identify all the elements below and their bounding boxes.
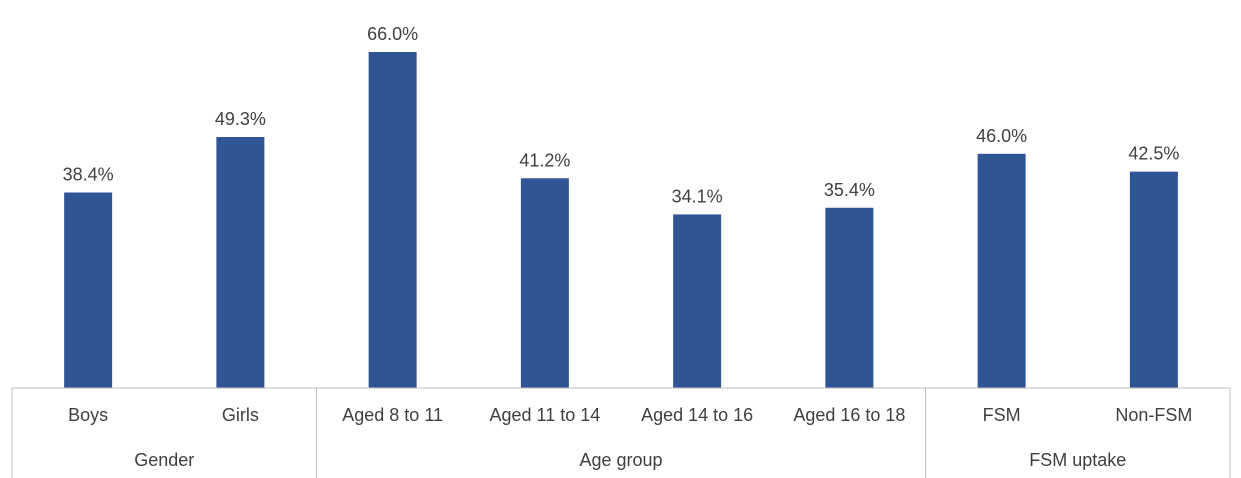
group-label: Age group (579, 450, 662, 470)
data-label: 35.4% (824, 180, 875, 200)
bar (825, 207, 874, 388)
data-label: 34.1% (672, 186, 723, 206)
data-label: 41.2% (519, 150, 570, 170)
bar (673, 214, 722, 388)
category-label: Non-FSM (1115, 405, 1192, 425)
bar (368, 52, 417, 388)
data-label: 38.4% (63, 165, 114, 185)
data-label: 49.3% (215, 109, 266, 129)
data-label: 66.0% (367, 24, 418, 44)
category-label: Aged 8 to 11 (342, 405, 443, 425)
category-label: FSM (983, 405, 1021, 425)
bar (216, 137, 265, 388)
group-label: FSM uptake (1029, 450, 1126, 470)
data-label: 42.5% (1128, 144, 1179, 164)
category-label: Girls (222, 405, 259, 425)
bar (64, 192, 113, 388)
category-label: Aged 14 to 16 (641, 405, 753, 425)
bar (1129, 171, 1178, 388)
data-label: 46.0% (976, 126, 1027, 146)
bar (977, 153, 1026, 388)
category-label: Aged 11 to 14 (489, 405, 600, 425)
group-label: Gender (134, 450, 194, 470)
category-label: Boys (68, 405, 108, 425)
bar (520, 178, 569, 388)
category-label: Aged 16 to 18 (793, 405, 905, 425)
